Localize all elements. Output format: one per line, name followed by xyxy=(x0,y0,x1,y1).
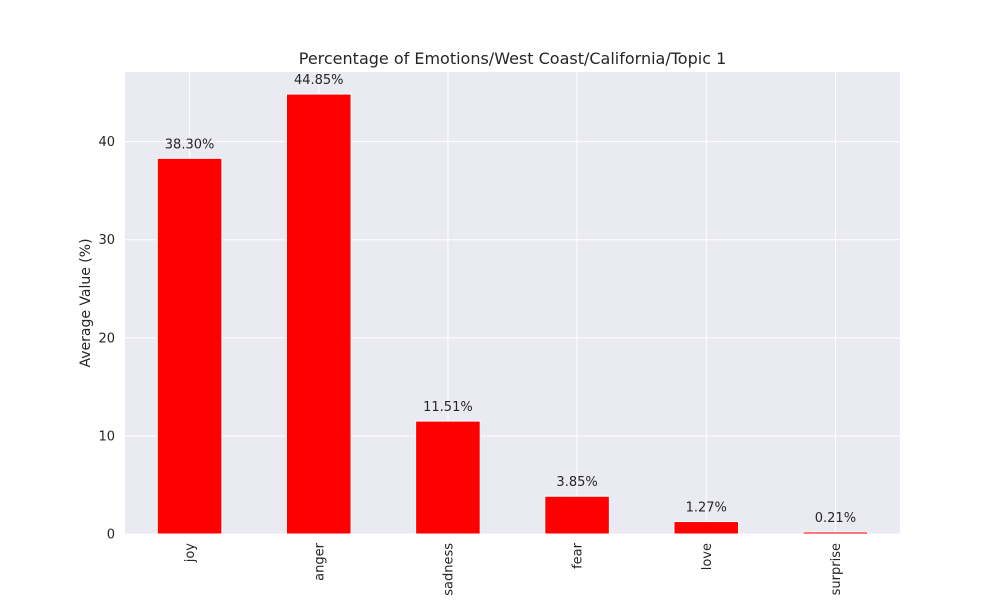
bars xyxy=(156,93,869,535)
bar-sadness xyxy=(415,420,481,535)
y-tick-label: 10 xyxy=(98,429,115,444)
data-label-love: 1.27% xyxy=(686,501,727,516)
bar-surprise xyxy=(802,531,869,535)
x-tick-label-anger: anger xyxy=(312,542,327,580)
y-axis-title: Average Value (%) xyxy=(78,238,94,367)
data-label-sadness: 11.51% xyxy=(423,400,473,415)
x-tick-label-joy: joy xyxy=(183,543,198,564)
bar-love xyxy=(673,521,740,535)
bar-fear xyxy=(544,495,610,535)
bar-joy xyxy=(156,157,223,535)
x-tick-label-love: love xyxy=(700,543,715,570)
x-tick-label-surprise: surprise xyxy=(829,543,844,595)
chart-title: Percentage of Emotions/West Coast/Califo… xyxy=(299,49,727,68)
y-axis-ticks: 0 10 20 30 40 xyxy=(98,135,115,542)
y-tick-label: 30 xyxy=(98,233,115,248)
y-tick-label: 0 xyxy=(107,528,115,543)
data-label-joy: 38.30% xyxy=(165,137,215,152)
bar-anger xyxy=(285,93,352,535)
data-label-fear: 3.85% xyxy=(556,475,597,490)
data-label-anger: 44.85% xyxy=(294,73,344,88)
data-label-surprise: 0.21% xyxy=(815,511,856,526)
gridlines xyxy=(125,72,900,535)
x-axis-ticks: joy anger sadness fear love surprise xyxy=(183,542,844,595)
data-labels: 38.30% 44.85% 11.51% 3.85% 1.27% 0.21% xyxy=(165,73,856,526)
y-tick-label: 40 xyxy=(98,135,115,150)
x-tick-label-sadness: sadness xyxy=(441,543,456,596)
y-tick-label: 20 xyxy=(98,331,115,346)
plot-area xyxy=(125,72,900,534)
x-tick-label-fear: fear xyxy=(571,542,586,569)
